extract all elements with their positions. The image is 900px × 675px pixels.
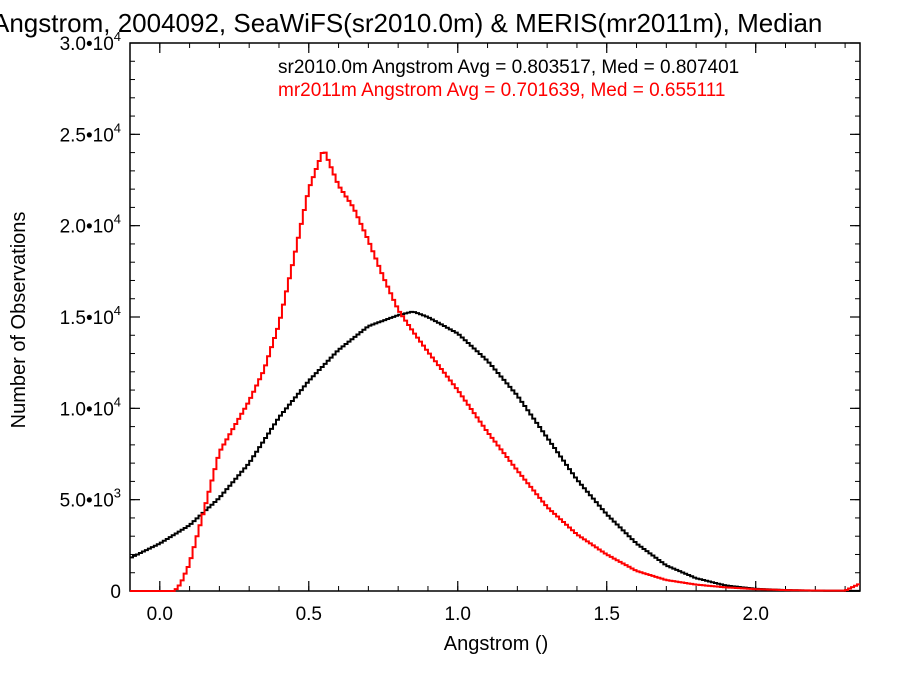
series-annotation-mr2011: mr2011m Angstrom Avg = 0.701639, Med = 0… [278, 80, 726, 101]
series-line-sr2010.0m [130, 310, 860, 592]
series-line-mr2011m [130, 151, 860, 592]
y-tick-label: 3.0•104 [60, 29, 121, 55]
series-group [130, 151, 860, 592]
plot-border [129, 42, 861, 592]
y-tick-label: 0 [110, 582, 121, 603]
x-tick-label: 0.5 [296, 604, 322, 625]
y-tick-label: 2.5•104 [60, 120, 121, 146]
plot-frame: 0.0 0.5 1.0 1.5 2.0 0 5.0•103 1.0•104 1.5•104 2.0… [60, 29, 861, 625]
y-tick-label: 1.0•104 [60, 394, 121, 420]
x-tick-label: 1.0 [445, 604, 471, 625]
x-tick-label: 0.0 [147, 604, 173, 625]
y-axis-label: Number of Observations [8, 212, 30, 429]
series-annotation-sr2010: sr2010.0m Angstrom Avg = 0.803517, Med =… [278, 57, 739, 78]
x-axis-label: Angstrom () [444, 633, 548, 655]
x-tick-label: 2.0 [743, 604, 769, 625]
y-tick-label: 1.5•104 [60, 303, 121, 329]
x-tick-label: 1.5 [594, 604, 620, 625]
chart-title: Angstrom, 2004092, SeaWiFS(sr2010.0m) & … [0, 8, 822, 38]
y-tick-label: 2.0•104 [60, 212, 121, 238]
y-tick-label: 5.0•103 [60, 486, 121, 512]
